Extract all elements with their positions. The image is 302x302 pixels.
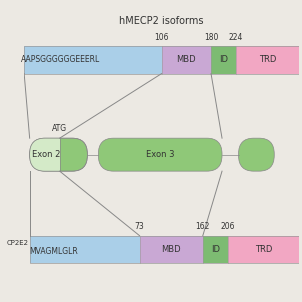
Text: 162: 162 [196, 222, 210, 231]
Text: Exon 2: Exon 2 [32, 150, 60, 159]
Text: AAPSGGGGGGEEERL: AAPSGGGGGGEEERL [21, 56, 101, 65]
Bar [30, 236, 140, 263]
Bar [211, 47, 236, 74]
Bar [227, 236, 299, 263]
Bar [24, 47, 162, 74]
Text: 180: 180 [204, 33, 218, 42]
Text: 206: 206 [220, 222, 235, 231]
Bar [140, 236, 203, 263]
Bar [30, 236, 299, 263]
Text: 224: 224 [229, 33, 243, 42]
Bar [203, 236, 227, 263]
Text: MBD: MBD [176, 56, 196, 65]
Text: ATG: ATG [52, 124, 67, 133]
Bar [24, 47, 299, 74]
Text: MVAGMLGLR: MVAGMLGLR [30, 247, 79, 256]
Text: 73: 73 [135, 222, 144, 231]
Text: MBD: MBD [161, 245, 181, 254]
Bar [236, 47, 299, 74]
Text: ID: ID [211, 245, 220, 254]
Text: CP2E2: CP2E2 [6, 240, 28, 246]
Text: Exon 3: Exon 3 [146, 150, 175, 159]
Text: TRD: TRD [259, 56, 276, 65]
FancyBboxPatch shape [98, 138, 222, 171]
FancyBboxPatch shape [239, 138, 274, 171]
Text: hMECP2 isoforms: hMECP2 isoforms [119, 16, 204, 26]
Text: TRD: TRD [255, 245, 272, 254]
Text: ID: ID [219, 56, 228, 65]
Bar [162, 47, 211, 74]
Text: 106: 106 [154, 33, 169, 42]
FancyBboxPatch shape [30, 138, 87, 171]
FancyBboxPatch shape [30, 138, 87, 171]
